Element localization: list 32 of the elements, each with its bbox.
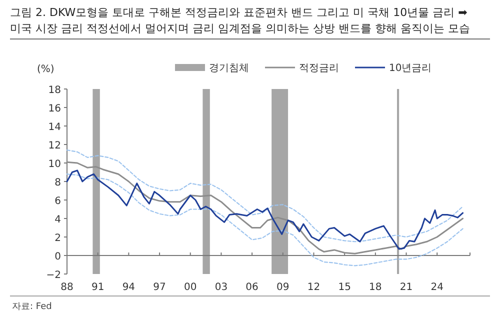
x-tick-label: 94 xyxy=(122,282,136,293)
y-tick-label: −2 xyxy=(46,270,61,281)
y-tick-label: 4 xyxy=(54,214,61,226)
legend-label: 적정금리 xyxy=(299,63,339,74)
x-tick-label: 09 xyxy=(276,282,290,293)
y-axis-title: (%) xyxy=(37,64,54,75)
title: 그림 2. DKW모형을 토대로 구해본 적정금리와 표준편차 밴드 그리고 미 국채 10년물 금리 ➡ 미국 시장 금리 적정선에서 멀어지며 금리 임계점을 의미하는 상방 밴드를 향해 움직이는 모습 xyxy=(10,6,470,35)
line-series xyxy=(66,174,464,266)
y-tick-label: 12 xyxy=(48,140,61,152)
y-tick-label: 18 xyxy=(48,85,61,96)
x-tick-label: 15 xyxy=(338,282,351,293)
x-tick-label: 91 xyxy=(91,282,104,293)
x-tick-label: 18 xyxy=(369,282,382,293)
x-tick-label: 21 xyxy=(400,282,413,293)
y-tick-label: 10 xyxy=(48,159,61,170)
x-tick-label: 06 xyxy=(246,282,258,293)
x-tick-label: 88 xyxy=(60,282,74,293)
text: 자료: Fed xyxy=(12,302,52,312)
x-tick-label: 12 xyxy=(307,282,320,293)
line-series xyxy=(66,150,464,242)
x-tick-label: 97 xyxy=(153,282,166,293)
legend-label: 10년금리 xyxy=(389,63,432,74)
x-tick-label: 00 xyxy=(184,282,197,293)
y-tick-label: 0 xyxy=(54,252,61,262)
legend-label: 경기침체 xyxy=(209,63,249,74)
x-tick-label: 03 xyxy=(214,282,228,293)
y-tick-label: 14 xyxy=(48,122,61,133)
y-tick-label: 8 xyxy=(54,178,61,188)
y-tick-label: 16 xyxy=(48,104,61,114)
y-tick-label: 2 xyxy=(54,233,61,244)
y-tick-label: 6 xyxy=(54,196,61,207)
x-tick-label: 24 xyxy=(430,282,444,293)
